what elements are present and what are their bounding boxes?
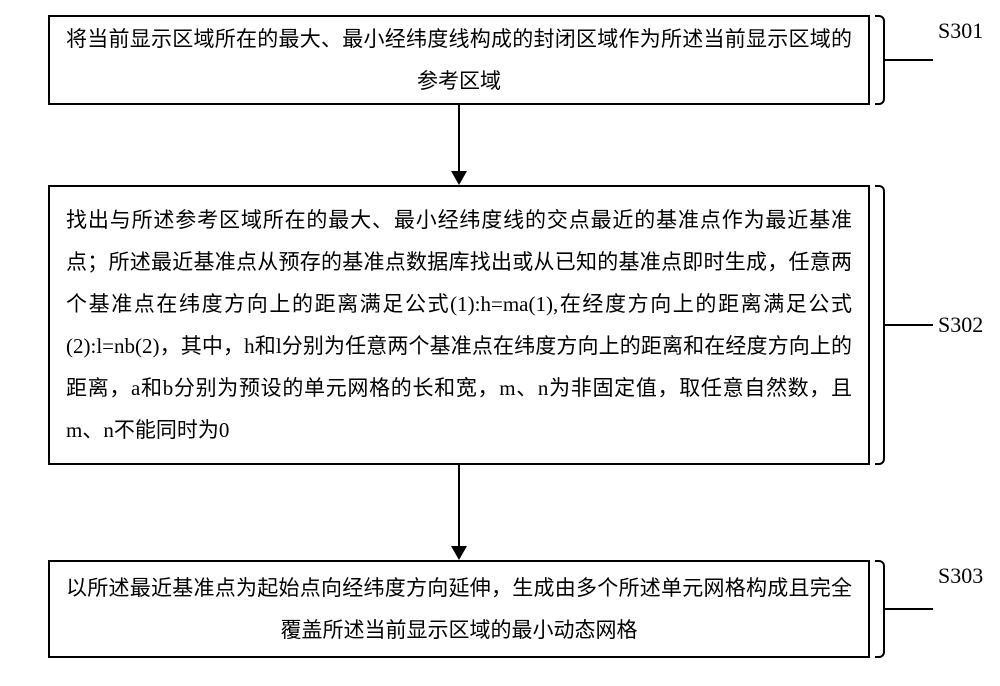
step-box-s301: 将当前显示区域所在的最大、最小经纬度线构成的封闭区域作为所述当前显示区域的参考区… <box>48 15 870 105</box>
step-label-s303: S303 <box>938 563 983 589</box>
arrow-line-1 <box>458 105 460 171</box>
brace-line-s303 <box>885 608 933 610</box>
brace-line-s301 <box>885 59 933 61</box>
brace-s303 <box>875 560 885 658</box>
flowchart-canvas: 将当前显示区域所在的最大、最小经纬度线构成的封闭区域作为所述当前显示区域的参考区… <box>0 0 1000 686</box>
arrow-head-1 <box>451 171 467 185</box>
step-label-s301: S301 <box>938 18 983 44</box>
step-box-s302: 找出与所述参考区域所在的最大、最小经纬度线的交点最近的基准点作为最近基准点；所述… <box>48 185 870 465</box>
arrow-line-2 <box>458 465 460 546</box>
brace-s302 <box>875 185 885 465</box>
brace-line-s302 <box>885 324 933 326</box>
step-text-s301: 将当前显示区域所在的最大、最小经纬度线构成的封闭区域作为所述当前显示区域的参考区… <box>66 18 852 102</box>
brace-s301 <box>875 15 885 105</box>
step-text-s303: 以所述最近基准点为起始点向经纬度方向延伸，生成由多个所述单元网格构成且完全覆盖所… <box>66 567 852 651</box>
step-box-s303: 以所述最近基准点为起始点向经纬度方向延伸，生成由多个所述单元网格构成且完全覆盖所… <box>48 560 870 658</box>
step-text-s302: 找出与所述参考区域所在的最大、最小经纬度线的交点最近的基准点作为最近基准点；所述… <box>66 199 852 451</box>
arrow-head-2 <box>451 546 467 560</box>
step-label-s302: S302 <box>938 312 983 338</box>
